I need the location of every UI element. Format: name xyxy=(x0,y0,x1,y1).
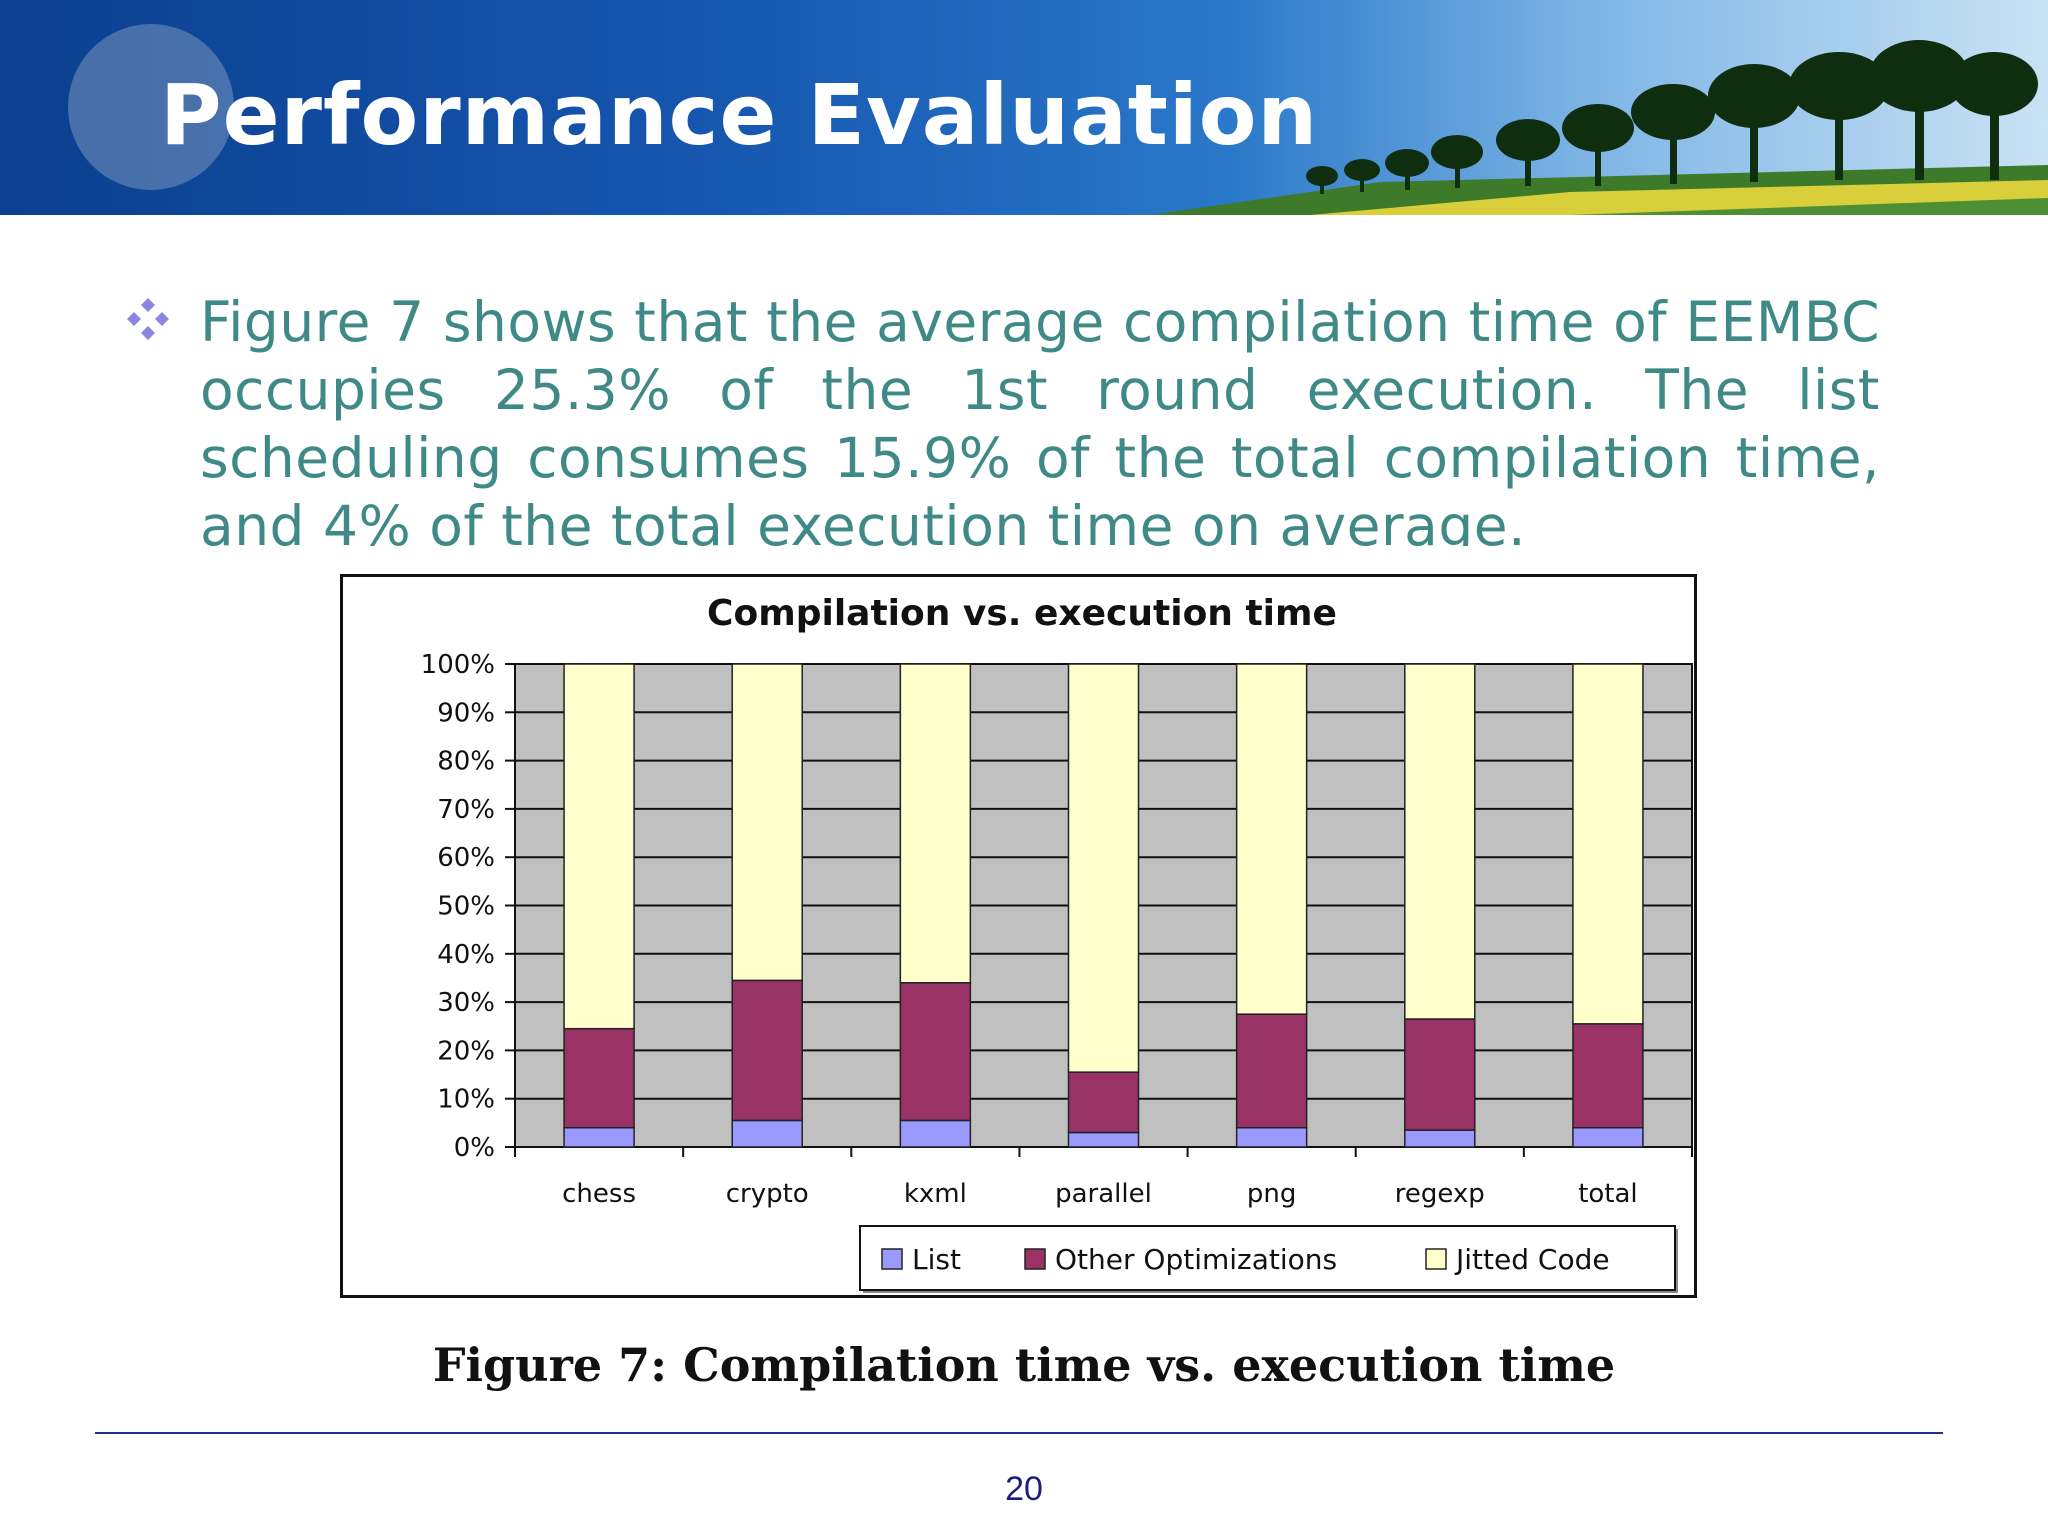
bar-segment-other-optimizations xyxy=(1404,1018,1476,1131)
bar-segment-other-optimizations xyxy=(731,979,803,1122)
bar-segment-jitted-code xyxy=(1235,663,1308,1015)
legend-swatch xyxy=(1425,1248,1447,1270)
footer-divider xyxy=(95,1432,1943,1434)
x-tick-label: chess xyxy=(562,1179,636,1209)
bar-segment-jitted-code xyxy=(899,663,972,984)
bar-segment-list xyxy=(1067,1131,1140,1148)
legend-label: Other Optimizations xyxy=(1055,1243,1337,1276)
bar-segment-other-optimizations xyxy=(1067,1071,1140,1134)
slide-title: Performance Evaluation xyxy=(160,66,1319,164)
bar-segment-other-optimizations xyxy=(899,982,972,1122)
y-tick-label: 90% xyxy=(437,698,495,728)
stacked-bar-chart: Compilation vs. execution time 0% 10% 20% 3… xyxy=(421,593,1693,1293)
bullet-text: Figure 7 shows that the average compilat… xyxy=(200,290,1880,546)
y-tick-label: 40% xyxy=(437,940,495,970)
x-tick-label: png xyxy=(1247,1179,1297,1209)
y-tick-label: 60% xyxy=(437,843,495,873)
bar-segment-jitted-code xyxy=(731,663,803,982)
bar-segment-list xyxy=(563,1126,635,1148)
x-tick-label: total xyxy=(1578,1179,1637,1209)
bullet-point: Figure 7 shows that the average compilat… xyxy=(125,288,1880,546)
bar-segment-list xyxy=(1235,1126,1308,1148)
bar-segment-jitted-code xyxy=(1572,663,1644,1025)
header-banner: Performance Evaluation xyxy=(0,0,2048,215)
bar-segment-list xyxy=(1572,1126,1644,1148)
bar-segment-list xyxy=(1404,1129,1476,1148)
legend-box xyxy=(859,1225,1676,1291)
y-tick-label: 70% xyxy=(437,795,495,825)
legend-label: Jitted Code xyxy=(1454,1243,1610,1276)
bar-segment-other-optimizations xyxy=(1572,1023,1644,1129)
legend-swatch xyxy=(1024,1248,1046,1270)
diamond-bullet-icon xyxy=(127,298,169,340)
bar-segment-list xyxy=(731,1119,803,1148)
y-tick-label: 80% xyxy=(437,747,495,777)
bar-segment-jitted-code xyxy=(1067,663,1140,1073)
y-tick-label: 50% xyxy=(437,892,495,922)
bar-segment-other-optimizations xyxy=(1235,1013,1308,1129)
x-tick-label: parallel xyxy=(1055,1179,1152,1209)
x-tick-label: crypto xyxy=(726,1179,809,1209)
legend-label: List xyxy=(912,1243,961,1276)
bar-segment-jitted-code xyxy=(563,663,635,1030)
x-tick-label: kxml xyxy=(904,1179,967,1209)
chart-title: Compilation vs. execution time xyxy=(707,593,1337,634)
decorative-circle xyxy=(68,24,234,190)
y-tick-label: 30% xyxy=(437,988,495,1018)
y-tick-label: 20% xyxy=(437,1036,495,1066)
x-tick-label: regexp xyxy=(1395,1179,1485,1209)
tree-landscape-image xyxy=(1150,40,2048,215)
legend-swatch xyxy=(881,1248,903,1270)
page-number: 20 xyxy=(1005,1470,1043,1508)
bar-segment-other-optimizations xyxy=(563,1027,635,1129)
figure-caption: Figure 7: Compilation time vs. execution… xyxy=(432,1338,1616,1392)
bar-segment-jitted-code xyxy=(1404,663,1476,1020)
bar-segment-list xyxy=(899,1119,972,1148)
y-tick-label: 100% xyxy=(421,650,495,680)
y-tick-label: 10% xyxy=(437,1085,495,1115)
y-tick-label: 0% xyxy=(454,1133,495,1163)
